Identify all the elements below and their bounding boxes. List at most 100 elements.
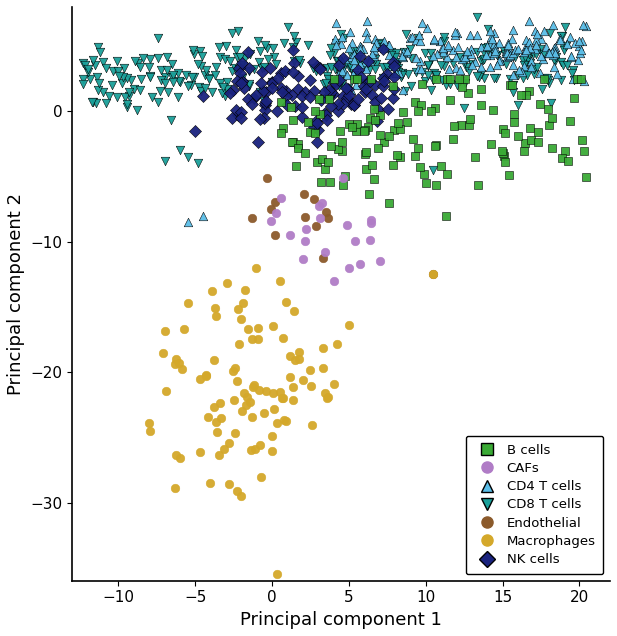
Point <box>290 355 300 365</box>
Point <box>461 62 471 73</box>
Point <box>301 225 311 235</box>
Point <box>503 38 513 48</box>
Point <box>236 314 246 324</box>
Point <box>273 73 283 83</box>
Point <box>281 91 291 101</box>
Point <box>236 78 246 88</box>
Point <box>311 221 321 231</box>
Point <box>391 68 401 78</box>
Point <box>379 76 389 86</box>
Point <box>521 90 531 100</box>
Point <box>228 85 238 95</box>
Point <box>310 128 320 138</box>
Point <box>305 365 315 375</box>
Point <box>173 92 183 102</box>
Point <box>323 156 333 167</box>
Point <box>462 46 472 57</box>
Point <box>268 388 278 398</box>
Point <box>277 392 287 403</box>
Point <box>360 57 370 67</box>
Point <box>486 39 495 50</box>
Point <box>271 208 281 218</box>
Point <box>389 93 399 103</box>
Point <box>337 66 347 76</box>
Point <box>416 80 426 90</box>
Point <box>300 212 310 223</box>
Point <box>573 74 582 84</box>
Point <box>443 40 453 50</box>
Point <box>426 106 436 116</box>
Point <box>505 51 515 61</box>
Point <box>501 59 511 69</box>
Point <box>387 61 397 71</box>
Point <box>466 44 476 54</box>
Point <box>267 83 277 93</box>
Point <box>285 371 295 382</box>
Point <box>423 60 433 71</box>
Point <box>374 38 384 48</box>
Point <box>313 125 323 135</box>
Point <box>310 106 320 116</box>
Point <box>505 47 515 57</box>
Point <box>363 58 373 68</box>
Point <box>371 59 381 69</box>
Point <box>309 86 319 96</box>
Point <box>383 39 392 50</box>
Point <box>489 105 499 115</box>
Point <box>334 81 344 91</box>
Point <box>501 46 511 56</box>
Point <box>468 60 478 71</box>
Point <box>521 59 531 69</box>
Point <box>322 62 332 73</box>
Point <box>452 80 462 90</box>
Point <box>257 62 267 73</box>
Point <box>500 49 510 59</box>
Point <box>375 39 385 50</box>
Point <box>183 81 193 91</box>
Point <box>373 143 383 153</box>
Point <box>204 73 214 83</box>
Point <box>339 66 349 76</box>
Point <box>283 22 293 32</box>
Point <box>255 45 265 55</box>
Point <box>552 69 561 80</box>
Point <box>524 57 534 67</box>
Point <box>476 100 486 110</box>
Point <box>129 84 139 94</box>
Point <box>503 40 513 50</box>
Point <box>225 88 235 98</box>
Point <box>483 42 493 52</box>
Point <box>398 85 408 95</box>
Point <box>266 204 276 214</box>
Point <box>207 87 217 97</box>
Point <box>211 417 221 427</box>
Point <box>87 97 97 107</box>
Point <box>344 120 354 130</box>
Point <box>281 297 291 307</box>
Point <box>504 170 514 181</box>
Point <box>394 68 404 78</box>
Point <box>367 48 377 59</box>
Point <box>428 165 438 175</box>
Point <box>220 444 230 454</box>
Point <box>436 161 446 171</box>
Point <box>297 91 307 101</box>
Point <box>333 144 342 154</box>
Point <box>305 75 315 85</box>
Point <box>499 46 509 57</box>
Point <box>346 85 355 95</box>
Point <box>393 58 403 68</box>
Point <box>533 137 543 147</box>
Point <box>321 110 331 120</box>
Point <box>404 69 413 80</box>
Point <box>361 27 371 37</box>
Point <box>260 98 270 108</box>
Point <box>415 162 425 172</box>
Point <box>300 236 310 246</box>
Point <box>238 298 247 308</box>
Point <box>578 20 588 31</box>
X-axis label: Principal component 1: Principal component 1 <box>240 611 442 629</box>
Point <box>441 80 450 90</box>
Point <box>324 85 334 95</box>
Point <box>339 32 349 43</box>
